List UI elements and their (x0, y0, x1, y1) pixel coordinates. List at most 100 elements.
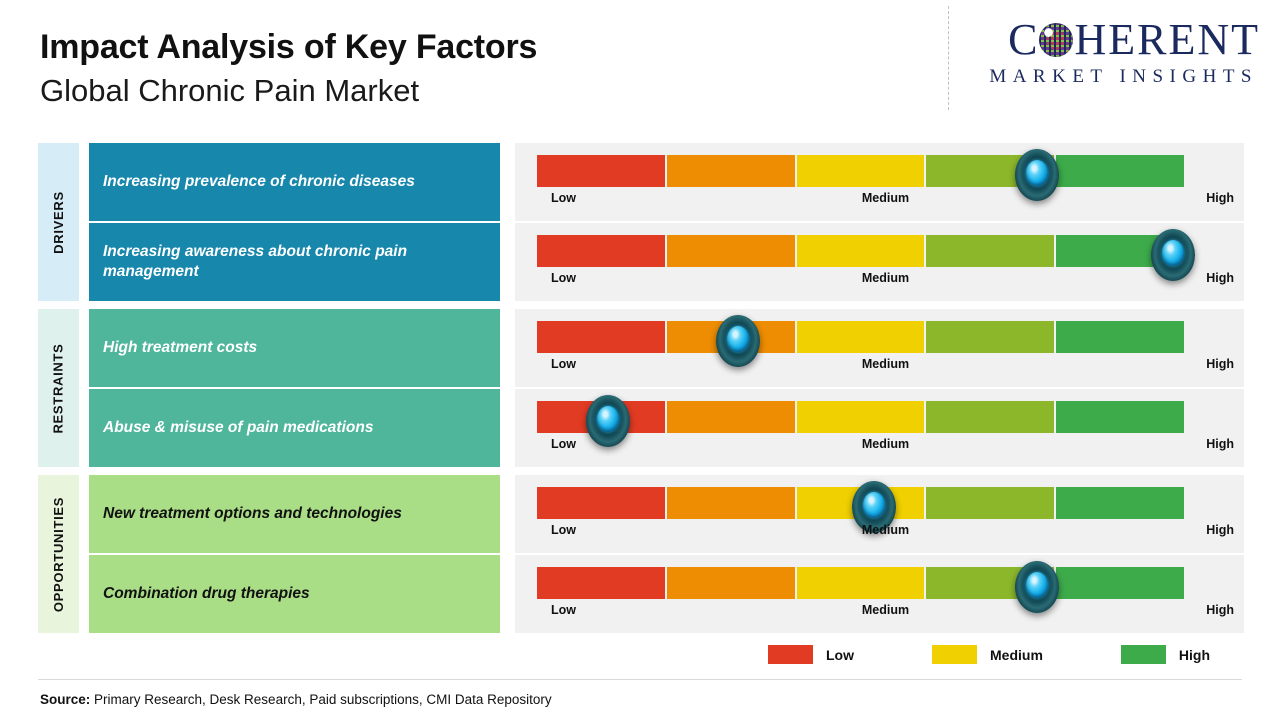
gauge-bar (537, 229, 1196, 281)
category-label-opportunities: OPPORTUNITIES (38, 475, 79, 633)
gauge-segment-low-mid (666, 567, 795, 599)
gauge-segment-low-mid (666, 235, 795, 267)
gauge-segment-medium (796, 401, 925, 433)
gauge-segment-medium (796, 155, 925, 187)
gauge-segment-medium (796, 235, 925, 267)
impact-matrix: DRIVERS Increasing prevalence of chronic… (0, 143, 1280, 641)
gauge-scale: Low Medium High (537, 357, 1234, 377)
scale-label-low: Low (551, 271, 576, 285)
scale-label-low: Low (551, 523, 576, 537)
gauge-segment-low (537, 155, 665, 187)
category-label-restraints: RESTRAINTS (38, 309, 79, 467)
scale-label-medium: Medium (861, 271, 910, 285)
gauge-segment-low-mid (666, 155, 795, 187)
gauge-segment-mid-high (926, 235, 1055, 267)
gauge-segment-low (537, 235, 665, 267)
legend-item-low: Low (768, 645, 854, 664)
gauge-bar (537, 149, 1186, 201)
factor-label: Increasing awareness about chronic pain … (89, 223, 500, 301)
gauge-bar (537, 315, 1186, 367)
gauge-bar (537, 561, 1186, 613)
legend-label-high: High (1178, 646, 1210, 663)
source-text: Primary Research, Desk Research, Paid su… (90, 692, 552, 707)
gauge-segment-mid-high (926, 487, 1055, 519)
gauge-segment-low (537, 401, 665, 433)
factor-label: New treatment options and technologies (89, 475, 500, 553)
logo-letters-rest: HERENT (1074, 15, 1260, 64)
gauge-scale: Low Medium High (537, 603, 1234, 623)
group-restraints: RESTRAINTS High treatment costs (0, 309, 1280, 467)
group-opportunities: OPPORTUNITIES New treatment options and … (0, 475, 1280, 633)
page-title: Impact Analysis of Key Factors (40, 28, 538, 66)
factor-label: High treatment costs (89, 309, 500, 387)
company-logo: C HERENT MARKET INSIGHTS (989, 18, 1260, 88)
legend-item-medium: Medium (932, 645, 1043, 664)
gauge-panel: Low Medium High (515, 143, 1244, 221)
gauge-panel: Low Medium High (515, 309, 1244, 387)
legend-item-high: High (1120, 645, 1210, 664)
gauge-segment-high (1056, 401, 1184, 433)
legend-swatch-high (1120, 645, 1166, 664)
legend-label-medium: Medium (990, 646, 1043, 663)
gauge-segment-low (537, 487, 665, 519)
factor-label: Increasing prevalence of chronic disease… (89, 143, 500, 221)
scale-label-low: Low (551, 357, 576, 371)
gauge-segment-high (1056, 155, 1184, 187)
logo-letter-c: C (1008, 15, 1040, 64)
globe-icon (1039, 23, 1074, 57)
footer-divider (38, 679, 1242, 680)
gauge-bar (537, 481, 1186, 533)
scale-label-high: High (1206, 523, 1234, 537)
scale-label-low: Low (551, 191, 576, 205)
scale-label-medium: Medium (861, 357, 910, 371)
gauge-segment-high (1056, 487, 1184, 519)
gauge-segment-low (537, 321, 665, 353)
gauge-panel: Low Medium High (515, 555, 1244, 633)
factor-label: Abuse & misuse of pain medications (89, 389, 500, 467)
gauge-segment-medium (796, 321, 925, 353)
gauge-scale: Low Medium High (537, 271, 1234, 291)
matrix-row: Combination drug therapies (0, 555, 1280, 633)
gauge-scale: Low Medium High (537, 191, 1234, 211)
scale-label-medium: Medium (861, 603, 910, 617)
gauge-panel: Low Medium High (515, 475, 1244, 553)
category-label-drivers: DRIVERS (38, 143, 79, 301)
scale-label-high: High (1206, 271, 1234, 285)
gauge-segment-low (537, 567, 665, 599)
gauge-panel: Low Medium High (515, 389, 1244, 467)
matrix-row: New treatment options and technologies (0, 475, 1280, 553)
scale-label-low: Low (551, 603, 576, 617)
gauge-scale: Low Medium High (537, 523, 1234, 543)
scale-label-high: High (1206, 603, 1234, 617)
gauge-bar (537, 395, 1186, 447)
gauge-segment-medium (796, 487, 925, 519)
gauge-segment-mid-high (926, 321, 1055, 353)
gauge-segment-mid-high (926, 567, 1055, 599)
gauge-segment-low-mid (666, 401, 795, 433)
logo-divider (948, 6, 949, 110)
group-drivers: DRIVERS Increasing prevalence of chronic… (0, 143, 1280, 301)
scale-label-low: Low (551, 437, 576, 451)
scale-label-medium: Medium (861, 437, 910, 451)
source-line: Source: Primary Research, Desk Research,… (40, 692, 552, 707)
matrix-row: High treatment costs Low (0, 309, 1280, 387)
gauge-segment-high (1056, 567, 1184, 599)
gauge-segment-mid-high (926, 401, 1055, 433)
legend: Low Medium High (768, 645, 1210, 664)
gauge-segment-high (1056, 235, 1184, 267)
gauge-scale: Low Medium High (537, 437, 1234, 457)
gauge-segment-mid-high (926, 155, 1055, 187)
logo-tagline: MARKET INSIGHTS (989, 66, 1258, 87)
gauge-segment-high (1056, 321, 1184, 353)
scale-label-high: High (1206, 357, 1234, 371)
gauge-segment-medium (796, 567, 925, 599)
scale-label-medium: Medium (861, 523, 910, 537)
gauge-segment-low-mid (666, 487, 795, 519)
scale-label-medium: Medium (861, 191, 910, 205)
scale-label-high: High (1206, 191, 1234, 205)
logo-wordmark: C HERENT (989, 18, 1260, 62)
matrix-row: Abuse & misuse of pain medications (0, 389, 1280, 467)
scale-label-high: High (1206, 437, 1234, 451)
matrix-row: Increasing prevalence of chronic disease… (0, 143, 1280, 221)
